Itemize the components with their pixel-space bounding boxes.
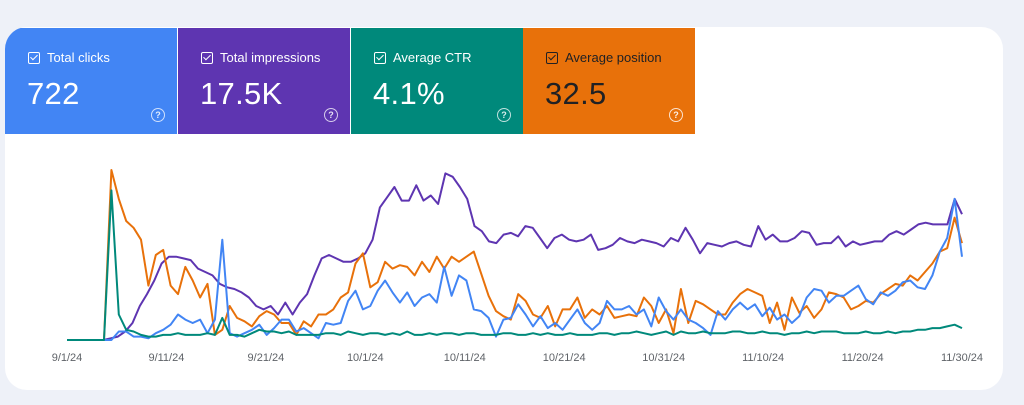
- metric-value: 4.1%: [373, 76, 445, 111]
- performance-line-chart: 9/1/24 9/11/24 9/21/24 10/1/24 10/11/24 10/21…: [52, 169, 983, 364]
- metric-value: 722: [27, 76, 80, 111]
- total-impressions-tile[interactable]: Total impressions 17.5K ?: [178, 28, 350, 134]
- x-tick-label: 9/11/24: [148, 352, 184, 364]
- series-line-0: [67, 172, 963, 341]
- x-tick-label: 11/10/24: [742, 352, 784, 364]
- x-tick-label: 11/20/24: [842, 352, 884, 364]
- metric-label: Average CTR: [393, 50, 472, 65]
- average-position-tile[interactable]: Average position 32.5 ?: [523, 28, 695, 134]
- metric-value: 17.5K: [200, 76, 283, 111]
- series-line-1: [67, 169, 963, 341]
- metric-label: Total impressions: [220, 50, 321, 65]
- x-tick-label: 10/11/24: [444, 352, 486, 364]
- x-tick-label: 10/21/24: [543, 352, 586, 364]
- x-tick-label: 11/30/24: [941, 352, 983, 364]
- x-tick-label: 9/21/24: [248, 352, 285, 364]
- metric-label: Average position: [565, 50, 662, 65]
- x-tick-label: 10/31/24: [642, 352, 685, 364]
- series-line-2: [67, 197, 963, 341]
- performance-card: Total clicks 722 ? Total impressions 17.…: [5, 27, 1003, 390]
- checkbox-checked-icon[interactable]: [546, 51, 558, 64]
- checkbox-checked-icon[interactable]: [201, 51, 213, 64]
- checkbox-checked-icon[interactable]: [28, 51, 40, 64]
- help-icon[interactable]: ?: [497, 108, 511, 122]
- checkbox-checked-icon[interactable]: [374, 51, 386, 64]
- help-icon[interactable]: ?: [669, 108, 683, 122]
- metric-value: 32.5: [545, 76, 607, 111]
- x-tick-label: 10/1/24: [347, 352, 384, 364]
- x-tick-label: 9/1/24: [52, 352, 83, 364]
- metric-label: Total clicks: [47, 50, 110, 65]
- help-icon[interactable]: ?: [324, 108, 338, 122]
- help-icon[interactable]: ?: [151, 108, 165, 122]
- total-clicks-tile[interactable]: Total clicks 722 ?: [5, 28, 177, 134]
- series-line-3: [67, 189, 963, 341]
- average-ctr-tile[interactable]: Average CTR 4.1% ?: [351, 28, 523, 134]
